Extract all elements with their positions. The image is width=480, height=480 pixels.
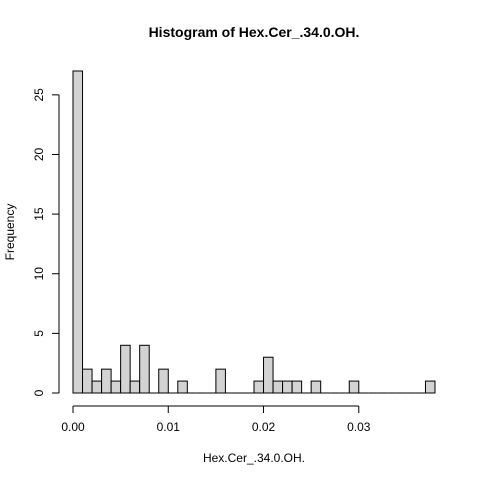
x-tick-label: 0.03 <box>347 420 371 434</box>
y-tick-label: 15 <box>32 207 46 221</box>
histogram-bar <box>253 380 265 394</box>
histogram-bar <box>139 344 150 394</box>
y-tick-label: 20 <box>32 147 46 161</box>
y-tick-label: 5 <box>32 330 46 337</box>
y-tick-label: 25 <box>32 88 46 102</box>
y-tick-label: 0 <box>32 389 46 396</box>
histogram-bar <box>424 380 436 394</box>
histogram-bar <box>272 380 284 394</box>
histogram-bar <box>120 344 131 394</box>
histogram-bar <box>282 380 293 394</box>
bars <box>72 70 436 394</box>
x-tick-label: 0.00 <box>61 420 85 434</box>
y-tick-label: 10 <box>32 267 46 281</box>
histogram-bar <box>291 380 303 394</box>
y-axis: 0 5 10 15 20 25 <box>32 88 60 396</box>
histogram-bar <box>110 380 122 394</box>
x-axis: 0.00 0.01 0.02 0.03 <box>61 405 371 434</box>
histogram-bar <box>263 356 274 394</box>
chart-title: Histogram of Hex.Cer_.34.0.OH. <box>149 24 360 40</box>
histogram-bar <box>72 70 84 394</box>
histogram-bar <box>215 368 226 394</box>
x-axis-label: Hex.Cer_.34.0.OH. <box>203 451 305 465</box>
histogram-bar <box>129 380 141 394</box>
histogram-bar <box>82 368 93 394</box>
y-axis-label: Frequency <box>3 204 17 261</box>
histogram-bar <box>158 368 169 394</box>
histogram-bar <box>91 380 103 394</box>
histogram-bar <box>177 380 188 394</box>
histogram-bar <box>310 380 322 394</box>
x-tick-label: 0.02 <box>252 420 276 434</box>
x-tick-label: 0.01 <box>157 420 181 434</box>
histogram-bar <box>348 380 360 394</box>
histogram-bar <box>101 368 112 394</box>
